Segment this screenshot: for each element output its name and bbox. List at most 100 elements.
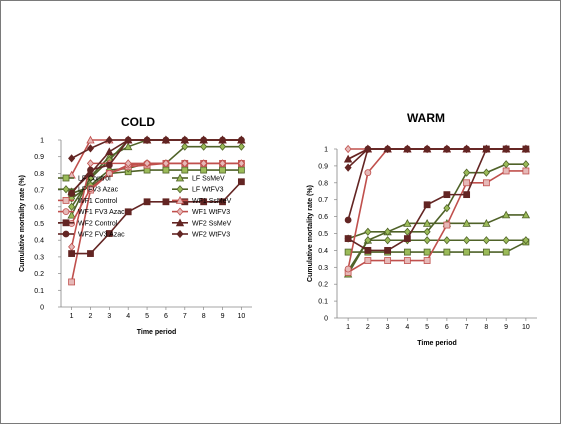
data-point xyxy=(364,257,372,264)
x-tick-label: 10 xyxy=(237,313,245,320)
legend-label: WF2 FV3 Azac xyxy=(78,232,125,239)
data-point xyxy=(384,144,392,154)
y-tick-label: 0.4 xyxy=(318,248,328,255)
legend-item-lf-fv3-azac: LF FV3 Azac xyxy=(58,185,119,194)
series-wf2-ssmev xyxy=(343,144,531,163)
data-point xyxy=(443,144,451,154)
legend-marker xyxy=(62,185,70,194)
x-tick-label: 1 xyxy=(70,313,74,320)
data-point xyxy=(443,191,451,199)
legend-marker xyxy=(176,207,184,216)
data-point xyxy=(463,236,471,245)
data-point xyxy=(384,227,392,236)
data-point xyxy=(218,142,227,151)
data-point xyxy=(384,236,392,245)
y-axis-label: Cumulative mortality rate (%) xyxy=(19,175,26,272)
x-tick-label: 6 xyxy=(164,313,168,320)
series-line xyxy=(347,239,526,272)
data-point xyxy=(463,168,471,177)
legend-label: WF2 SsMeV xyxy=(192,220,232,227)
legend-label: WF2 WtFV3 xyxy=(192,232,230,239)
legend-marker xyxy=(175,196,185,204)
y-tick-label: 0.7 xyxy=(34,188,44,195)
data-point xyxy=(68,202,76,211)
data-point xyxy=(423,227,431,236)
y-tick-label: 0.8 xyxy=(34,171,44,178)
y-axis-label: Cumulative mortality rate (%) xyxy=(307,185,314,282)
data-point xyxy=(124,159,132,168)
legend-marker xyxy=(62,219,70,227)
data-point xyxy=(364,144,372,154)
data-point xyxy=(105,161,113,169)
data-point xyxy=(423,248,431,256)
legend-marker xyxy=(175,173,185,182)
y-tick-label: 0.8 xyxy=(318,180,328,187)
data-point xyxy=(443,221,451,229)
legend-label: WF1 FV3 Azac xyxy=(78,209,125,216)
legend-marker xyxy=(62,230,70,238)
data-point xyxy=(462,219,471,227)
series-wf2-control xyxy=(68,178,245,257)
data-point xyxy=(124,142,133,151)
data-point xyxy=(162,198,170,206)
data-point xyxy=(86,135,95,144)
chart-warm: WARM 0 0.1 0.2 0.3 0.4 0.5 0.6 0.7 0.8 0.9 1 1 2 3 4 5 6 7… xyxy=(307,111,537,347)
y-tick-label: 0.1 xyxy=(318,299,328,306)
data-point xyxy=(482,236,490,245)
legend-item-wf2-wtfv3: WF2 WtFV3 xyxy=(172,229,230,239)
series-wf2-wtfv3 xyxy=(344,144,530,172)
data-point xyxy=(364,169,372,177)
legend-marker xyxy=(62,174,70,182)
data-point xyxy=(344,248,352,256)
series-wf2-fv3-azac xyxy=(344,145,530,224)
data-point xyxy=(181,166,189,174)
data-point xyxy=(364,236,372,245)
data-point xyxy=(522,236,530,245)
data-point xyxy=(237,135,245,145)
data-point xyxy=(200,135,208,145)
data-point xyxy=(522,160,530,169)
data-point xyxy=(384,246,392,254)
legend-item-lf-ssmev: LF SsMeV xyxy=(172,173,225,183)
legend-item-wf1-wtfv3: WF1 WtFV3 xyxy=(172,207,230,216)
chart-title: COLD xyxy=(121,115,155,129)
data-point xyxy=(87,185,94,192)
data-point xyxy=(443,248,451,256)
data-point xyxy=(502,160,510,169)
data-point xyxy=(403,235,411,242)
data-point xyxy=(403,219,412,227)
series-line xyxy=(347,148,526,160)
data-point xyxy=(501,210,511,219)
data-point xyxy=(237,166,245,174)
legend-label: WF1 WtFV3 xyxy=(192,209,230,216)
data-point xyxy=(443,236,451,245)
data-point xyxy=(423,236,431,245)
x-tick-label: 3 xyxy=(386,324,390,331)
data-point xyxy=(68,242,76,251)
data-point xyxy=(68,190,76,197)
data-point xyxy=(181,142,189,151)
series-line xyxy=(71,181,242,255)
data-point xyxy=(482,168,490,177)
data-point xyxy=(105,135,113,145)
x-axis-label: Time period xyxy=(417,340,457,347)
data-point xyxy=(343,154,353,163)
legend-label: LF FV3 Azac xyxy=(78,187,119,194)
y-tick-label: 0.5 xyxy=(34,221,44,228)
x-tick-label: 10 xyxy=(522,324,530,331)
data-point xyxy=(162,166,170,174)
data-point xyxy=(68,154,76,163)
data-point xyxy=(67,210,76,219)
data-point xyxy=(162,159,170,168)
x-tick-label: 5 xyxy=(425,324,429,331)
x-tick-label: 2 xyxy=(366,324,370,331)
series-wf2-control xyxy=(344,145,530,254)
y-tick-label: 1 xyxy=(324,147,328,154)
legend-marker xyxy=(62,196,70,204)
data-point xyxy=(344,235,352,242)
data-point xyxy=(68,278,76,286)
chart-cold: COLD 0 0.1 0.2 0.3 0.4 0.5 0.6 0.7 0.8 0.9 1 1 2 3 4 5 6 7… xyxy=(19,115,252,336)
data-point xyxy=(218,159,227,168)
y-tick-label: 0.6 xyxy=(34,204,44,211)
data-point xyxy=(143,135,151,145)
